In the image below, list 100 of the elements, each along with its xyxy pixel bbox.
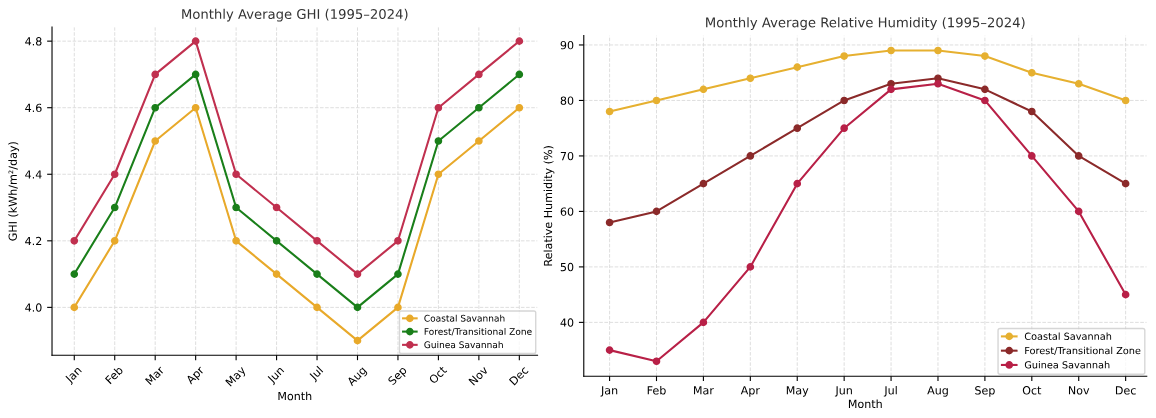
x-tick-label: Sep	[975, 386, 995, 397]
point	[191, 70, 200, 79]
x-tick-label: Sep	[387, 365, 409, 387]
point	[475, 103, 483, 112]
point	[313, 237, 321, 245]
point	[70, 303, 79, 312]
point	[151, 70, 160, 79]
chart-title: Monthly Average GHI (1995–2024)	[182, 8, 408, 22]
point	[1074, 152, 1083, 160]
point	[394, 303, 402, 312]
x-tick-label: May	[786, 386, 809, 397]
y-axis-title: GHI (kWh/m²/day)	[8, 142, 20, 241]
point	[110, 237, 119, 245]
point	[434, 170, 443, 179]
point	[110, 203, 119, 212]
point	[699, 85, 708, 94]
point	[605, 218, 614, 227]
x-tick-label: Aug	[927, 386, 948, 397]
point	[793, 179, 802, 188]
legend-label: Coastal Savannah	[424, 314, 505, 322]
point	[652, 357, 661, 366]
point	[151, 103, 160, 112]
legend-label: Guinea Savannah	[424, 341, 503, 349]
y-axis-title: Relative Humidity (%)	[543, 146, 555, 266]
point	[313, 270, 321, 278]
point	[272, 270, 281, 278]
point	[1121, 179, 1130, 188]
point	[652, 96, 661, 105]
point	[272, 203, 281, 212]
point	[887, 85, 895, 94]
x-tick-label: Apr	[185, 365, 207, 387]
legend-label: Forest/Transitional Zone	[1025, 346, 1141, 355]
point	[981, 96, 989, 105]
x-tick-label: Dec	[1115, 386, 1136, 395]
point	[475, 137, 483, 145]
point	[1074, 207, 1083, 216]
legend-label: Guinea Savannah	[1024, 360, 1110, 369]
point	[110, 170, 119, 179]
point	[1027, 152, 1036, 160]
point	[1121, 96, 1130, 105]
point	[746, 74, 755, 83]
point	[1121, 290, 1130, 299]
point	[699, 318, 708, 327]
y-tick-label: 70	[560, 151, 574, 161]
point	[70, 237, 79, 245]
point	[934, 79, 942, 88]
point	[191, 37, 200, 45]
point	[605, 346, 614, 354]
point	[394, 270, 402, 278]
x-tick-label: Nov	[1068, 386, 1090, 395]
point	[515, 37, 524, 45]
point	[394, 237, 402, 245]
y-tick-label: 60	[560, 207, 574, 216]
y-tick-label: 4.0	[25, 303, 42, 312]
point	[746, 263, 755, 271]
x-tick-label: Jul	[883, 385, 897, 397]
point	[434, 103, 443, 112]
point	[981, 52, 989, 60]
x-axis-title: Month	[848, 399, 882, 409]
point	[313, 303, 321, 312]
y-tick-label: 4.2	[25, 236, 42, 246]
point	[934, 46, 942, 55]
x-tick-label: Jan	[64, 365, 84, 386]
y-tick-label: 40	[560, 318, 574, 327]
x-tick-label: Jul	[308, 365, 325, 383]
point	[840, 52, 848, 60]
point	[353, 303, 362, 312]
point	[272, 237, 281, 245]
point	[652, 207, 661, 216]
legend-label: Forest/Transitional Zone	[424, 327, 532, 336]
y-tick-label: 4.6	[25, 103, 42, 113]
point	[605, 107, 614, 116]
point	[434, 137, 443, 145]
point	[232, 170, 240, 179]
point	[699, 179, 708, 188]
y-tick-label: 4.4	[25, 170, 42, 179]
point	[840, 124, 848, 133]
point	[70, 270, 79, 278]
point	[151, 137, 160, 145]
x-tick-label: Feb	[104, 365, 124, 385]
x-tick-label: Mar	[144, 365, 165, 386]
x-tick-label: Mar	[694, 386, 714, 395]
point	[475, 70, 483, 79]
x-tick-label: Jun	[834, 386, 852, 397]
y-tick-label: 50	[560, 262, 574, 272]
point	[232, 237, 240, 245]
x-tick-label: Jun	[266, 365, 286, 386]
point	[1074, 79, 1083, 88]
point	[887, 79, 895, 88]
legend-label: Coastal Savannah	[1024, 332, 1112, 340]
y-tick-label: 90	[560, 40, 574, 50]
y-tick-label: 80	[560, 96, 574, 105]
point	[515, 70, 524, 79]
point	[232, 203, 240, 212]
point	[515, 103, 524, 112]
x-tick-label: Oct	[428, 365, 448, 385]
x-tick-label: Oct	[1022, 386, 1042, 395]
point	[191, 103, 200, 112]
x-tick-label: Apr	[740, 386, 760, 397]
point	[887, 46, 895, 55]
